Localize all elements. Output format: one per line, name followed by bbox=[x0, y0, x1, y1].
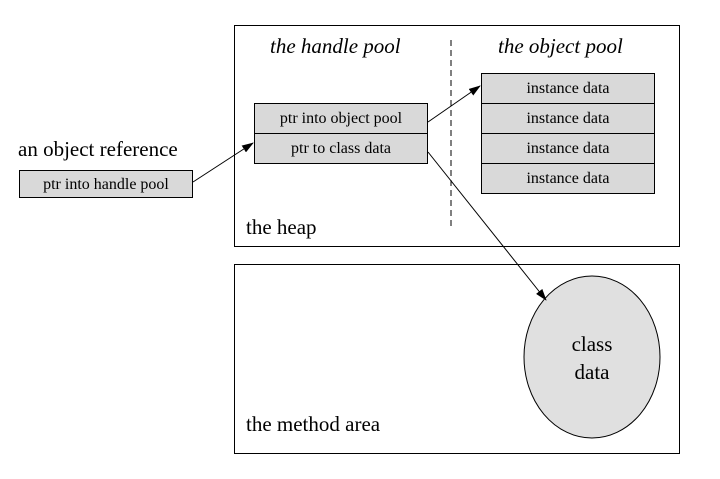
method-area-label: the method area bbox=[246, 412, 381, 436]
instance-data-cell: instance data bbox=[481, 133, 655, 164]
handle-pool-heading: the handle pool bbox=[270, 34, 401, 58]
class-data-label-line1: class bbox=[571, 332, 613, 356]
object-pool-heading: the object pool bbox=[498, 34, 623, 58]
instance-data-cell: instance data bbox=[481, 163, 655, 194]
heap-label: the heap bbox=[246, 215, 317, 239]
class-data-label-line2: data bbox=[574, 360, 610, 384]
instance-data-cell: instance data bbox=[481, 103, 655, 134]
reference-cell: ptr into handle pool bbox=[19, 170, 193, 198]
handle-cell-class-ptr: ptr to class data bbox=[254, 133, 428, 164]
object-reference-label: an object reference bbox=[18, 137, 178, 161]
handle-cell-object-ptr: ptr into object pool bbox=[254, 103, 428, 134]
instance-data-cell: instance data bbox=[481, 73, 655, 104]
